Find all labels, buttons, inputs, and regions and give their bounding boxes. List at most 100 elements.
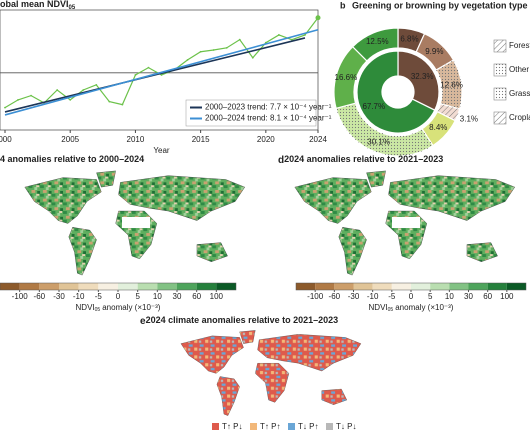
donut-segment: [351, 27, 399, 62]
legend-label: Grass: [509, 89, 530, 98]
legend-swatch: [288, 423, 295, 430]
label-subscript: 05: [95, 307, 101, 313]
colorbar-tick-label: 100: [210, 292, 224, 301]
colorbar-bin: [78, 283, 99, 290]
segment-label: 30.1%: [367, 138, 390, 147]
data-point: [17, 98, 19, 101]
legend-texture: [494, 112, 506, 124]
legend-label: 2000–2024 trend: 8.1 × 10⁻⁴ year⁻¹: [205, 114, 332, 123]
legend-box: [185, 99, 317, 127]
world-map: [180, 329, 362, 417]
x-tick-label: 2015: [192, 135, 210, 144]
title-text: 2024 anomalies relative to 2021–2023: [284, 154, 443, 164]
data-point: [95, 83, 98, 86]
map-title: 4 anomalies relative to 2000–2024: [0, 154, 144, 164]
panel-label: d: [278, 155, 284, 166]
legend-texture: [494, 64, 506, 76]
legend-label: Other vegeta: [509, 65, 530, 74]
x-tick-label: 2005: [61, 135, 79, 144]
desert-mask: [122, 217, 150, 228]
colorbar-tick-label: 30: [464, 292, 473, 301]
x-axis-label: Year: [153, 146, 170, 155]
colorbar-label: NDVI05 anomaly (×10⁻³): [76, 303, 161, 313]
colorbar-bin: [118, 283, 138, 290]
colorbar-tick-label: 0: [409, 292, 414, 301]
segment-texture: [336, 103, 433, 156]
colorbar-bin: [487, 283, 507, 290]
panel-label: e: [140, 316, 146, 327]
colorbar-tick-label: 60: [192, 292, 201, 301]
colorbar-bin: [449, 283, 469, 290]
colorbar-tick-label: 10: [445, 292, 454, 301]
colorbar-bin: [216, 283, 236, 290]
segment-texture: [436, 60, 462, 110]
legend-label: 2000–2023 trend: 7.7 × 10⁻⁴ year⁻¹: [205, 103, 332, 112]
colorbar-tick-label: -10: [367, 292, 379, 301]
donut-segment: [356, 50, 436, 134]
segment-label: 6.8%: [400, 34, 418, 43]
panel-label: b: [340, 0, 346, 10]
colorbar-bin: [353, 283, 373, 290]
colorbar-bin: [315, 283, 335, 290]
legend-swatch: [250, 423, 257, 430]
data-point: [291, 38, 293, 41]
segment-label: 3.1%: [460, 114, 478, 123]
title-text: 4 anomalies relative to 2000–2024: [0, 154, 144, 164]
legend-texture: [494, 88, 506, 100]
chart-title: obal mean NDVI05: [0, 0, 76, 11]
colorbar-tick-label: 60: [483, 292, 492, 301]
colorbar-tick-label: -100: [12, 292, 29, 301]
colorbar-bin: [19, 283, 40, 290]
data-point: [4, 106, 6, 109]
legend-swatch: [212, 423, 219, 430]
segment-label: 32.3%: [411, 72, 434, 81]
title-text: obal mean NDVI: [0, 0, 69, 9]
series-line: [4, 29, 319, 116]
colorbar-tick-label: 30: [173, 292, 182, 301]
colorbar-tick-label: 100: [500, 292, 514, 301]
data-point: [186, 58, 189, 61]
colorbar-bin: [196, 283, 217, 290]
legend-label: T↑ P↓: [222, 422, 242, 431]
data-point: [134, 74, 137, 76]
colorbar-tick-label: -30: [348, 292, 360, 301]
data-point: [56, 89, 59, 91]
colorbar-tick-label: 0: [116, 292, 121, 301]
legend-label: Forest: [509, 41, 530, 50]
map-title: d2024 anomalies relative to 2021–2023: [278, 154, 443, 165]
data-point: [212, 49, 215, 51]
colorbar-bin: [506, 283, 526, 290]
colorbar-bin: [430, 283, 450, 290]
label-subscript: 05: [388, 307, 394, 313]
legend-swatch: [326, 423, 333, 430]
colorbar-bin: [372, 283, 392, 290]
legend-label: T↓ P↑: [298, 422, 318, 431]
donut-segment: [397, 50, 440, 111]
colorbar-tick-label: -60: [34, 292, 46, 301]
legend-label: Cropla: [509, 113, 530, 122]
data-point: [199, 50, 202, 53]
data-point: [121, 103, 124, 106]
x-tick-label: 2010: [127, 135, 145, 144]
colorbar-bin: [59, 283, 79, 290]
colorbar-tick-label: -60: [329, 292, 341, 301]
colorbar-tick-label: -5: [95, 292, 103, 301]
map-layer: [24, 170, 516, 417]
title-text: 2024 climate anomalies relative to 2021–…: [146, 315, 339, 325]
plot-frame: [0, 9, 319, 131]
data-point: [277, 34, 280, 36]
segment-label: 8.4%: [429, 123, 447, 132]
label-text: NDVI: [369, 303, 388, 312]
x-tick-label: 000: [0, 135, 12, 144]
colorbar-tick-label: -5: [388, 292, 396, 301]
title-subscript: 05: [69, 5, 76, 11]
chart-title: Greening or browning by vegetation type: [352, 0, 528, 10]
legend-label: T↓ P↓: [336, 422, 356, 431]
segment-label: 9.9%: [425, 47, 443, 56]
data-point: [315, 15, 321, 21]
colorbar-tick-label: -10: [73, 292, 85, 301]
data-point: [30, 94, 32, 97]
legend-label: T↑ P↑: [260, 422, 280, 431]
